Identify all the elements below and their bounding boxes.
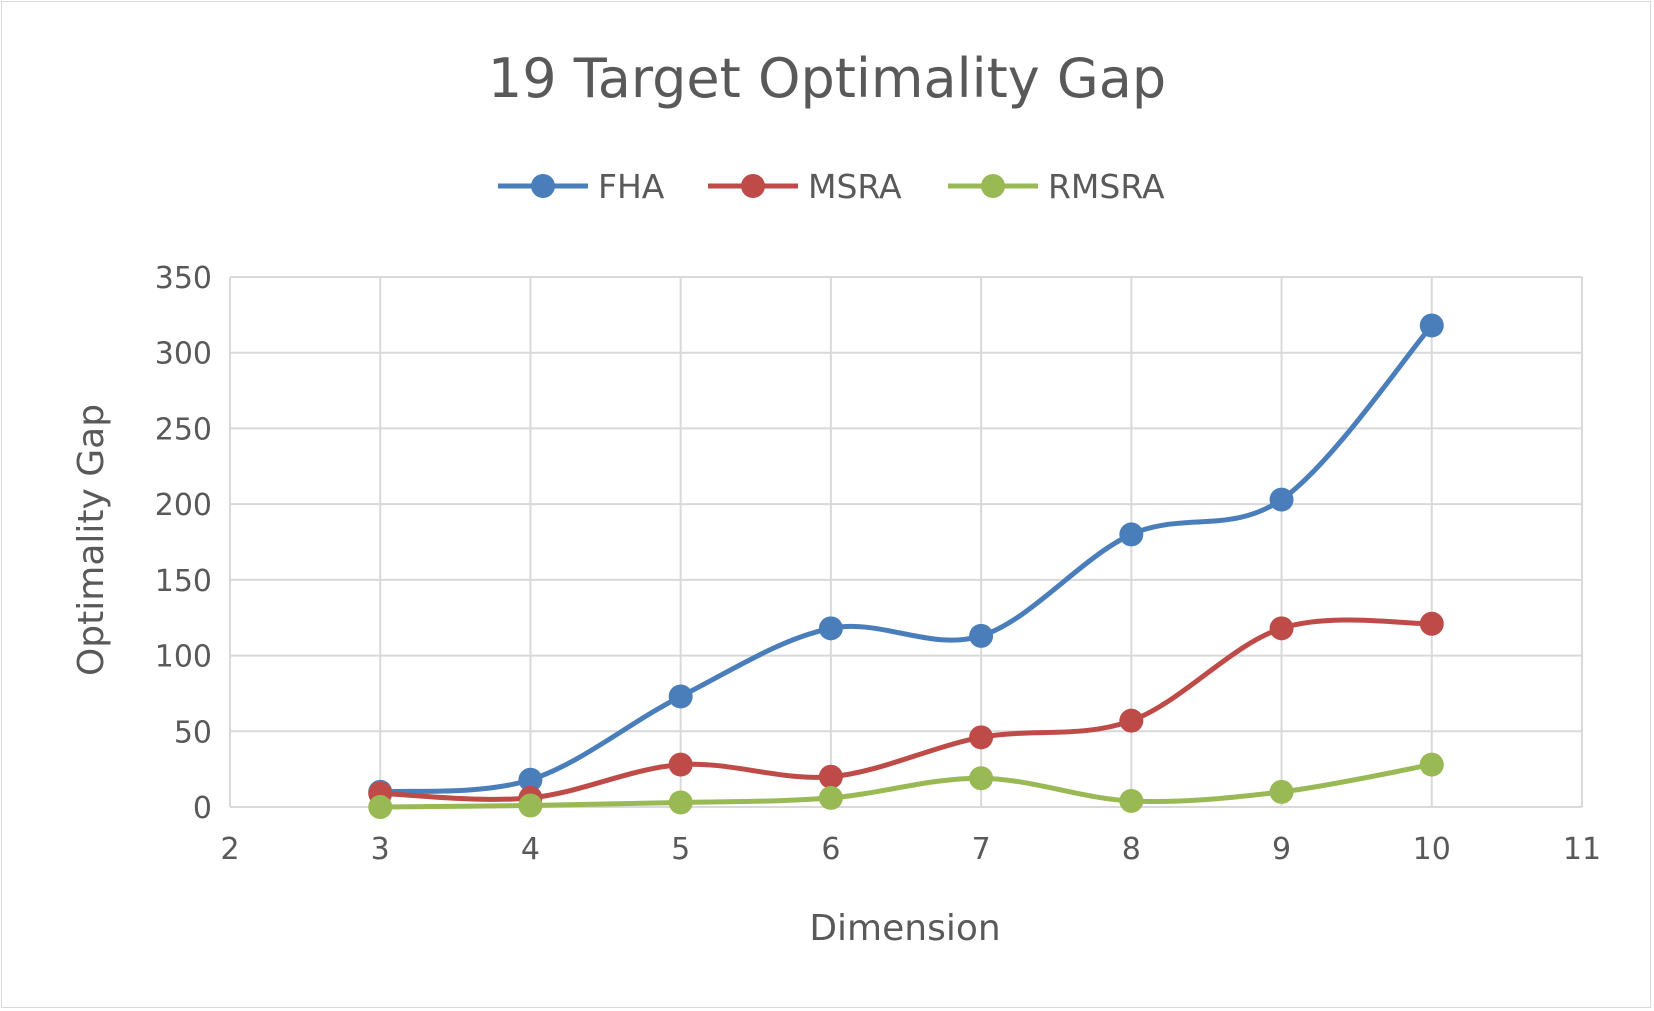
chart-title: 19 Target Optimality Gap — [488, 47, 1166, 110]
x-tick-label: 10 — [1413, 832, 1451, 867]
data-point-fha — [1269, 487, 1294, 512]
data-point-rmsra — [969, 766, 994, 791]
x-tick-label: 11 — [1563, 832, 1601, 867]
y-axis-title: Optimality Gap — [71, 404, 112, 676]
x-tick-label: 5 — [671, 832, 690, 867]
series-line-rmsra — [377, 762, 1435, 810]
y-tick-label: 300 — [155, 337, 212, 372]
y-tick-label: 200 — [155, 488, 212, 523]
data-point-msra — [668, 752, 693, 777]
x-tick-label: 2 — [220, 832, 239, 867]
data-point-rmsra — [1419, 752, 1444, 777]
y-axis-ticks: 0 50 100 150 200 250 300 350 — [155, 261, 212, 826]
legend: FHA MSRA RMSRA — [498, 167, 1165, 206]
legend-label-fha: FHA — [598, 167, 665, 206]
data-point-msra — [1419, 611, 1444, 636]
series-points — [368, 313, 1444, 819]
data-point-msra — [1119, 708, 1144, 733]
data-point-rmsra — [1119, 788, 1144, 813]
data-point-fha — [818, 616, 843, 641]
x-tick-label: 7 — [972, 832, 991, 867]
x-tick-label: 8 — [1122, 832, 1141, 867]
data-point-fha — [668, 684, 693, 709]
legend-marker-fha — [531, 174, 555, 198]
x-tick-label: 3 — [371, 832, 390, 867]
y-tick-label: 50 — [174, 715, 212, 750]
data-point-rmsra — [368, 795, 393, 819]
data-point-rmsra — [668, 790, 693, 815]
x-axis-ticks: 2 3 4 5 6 7 8 9 10 11 — [220, 832, 1601, 867]
data-point-fha — [969, 623, 994, 648]
legend-label-rmsra: RMSRA — [1048, 167, 1165, 206]
y-tick-label: 350 — [155, 261, 212, 296]
y-tick-label: 100 — [155, 640, 212, 675]
data-point-rmsra — [1269, 779, 1294, 804]
y-tick-label: 250 — [155, 412, 212, 447]
data-point-rmsra — [818, 785, 843, 810]
series-lines — [377, 322, 1435, 810]
data-point-fha — [1419, 313, 1444, 338]
data-point-msra — [1269, 616, 1294, 641]
x-tick-label: 9 — [1272, 832, 1291, 867]
x-tick-label: 4 — [521, 832, 540, 867]
data-point-fha — [518, 767, 543, 792]
legend-label-msra: MSRA — [808, 167, 902, 206]
legend-marker-rmsra — [981, 174, 1005, 198]
x-axis-title: Dimension — [809, 908, 1000, 949]
data-point-rmsra — [518, 793, 543, 818]
grid — [229, 276, 1583, 808]
data-point-msra — [818, 764, 843, 789]
y-tick-label: 150 — [155, 564, 212, 599]
data-point-fha — [1119, 522, 1144, 547]
y-tick-label: 0 — [193, 791, 212, 826]
x-tick-label: 6 — [821, 832, 840, 867]
series-line-fha — [377, 322, 1435, 795]
legend-marker-msra — [741, 174, 765, 198]
series-line-msra — [377, 617, 1435, 802]
data-point-msra — [969, 725, 994, 750]
